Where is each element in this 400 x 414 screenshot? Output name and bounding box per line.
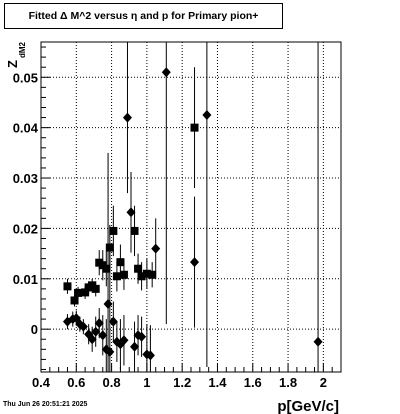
diamond-marker <box>161 67 171 78</box>
square-marker <box>91 284 100 293</box>
tick-labels: 0.4 0.6 0.8 1 1.2 1.4 1.6 1.8 2 0 0.01 0.02 0.03 0.04… <box>13 70 327 390</box>
y-tick-label: 0.05 <box>13 70 38 85</box>
diamond-marker <box>98 330 108 341</box>
diamond-marker <box>130 341 140 352</box>
square-marker <box>130 226 139 235</box>
y-tick-label: 0.03 <box>13 171 38 186</box>
square-marker <box>190 123 199 132</box>
square-marker <box>109 226 118 235</box>
x-tick-label: 0.8 <box>103 375 121 390</box>
diamond-marker <box>151 243 161 254</box>
diamond-marker <box>145 350 155 361</box>
y-axis-label: Z <box>5 60 20 68</box>
diamond-marker <box>94 318 104 329</box>
diamond-marker <box>313 336 323 347</box>
y-axis-label-subscript: dM2 <box>18 41 27 58</box>
diamond-marker <box>105 346 115 357</box>
x-tick-label: 2 <box>320 375 327 390</box>
square-marker <box>63 282 72 291</box>
timestamp: Thu Jun 26 20:51:21 2025 <box>3 401 88 408</box>
square-marker <box>116 258 125 267</box>
square-marker <box>119 270 128 279</box>
x-tick-label: 1.8 <box>279 375 297 390</box>
diamond-marker <box>108 316 118 327</box>
diamond-marker <box>87 334 97 345</box>
x-tick-label: 1 <box>143 375 150 390</box>
diamond-marker <box>126 207 136 218</box>
y-tick-label: 0.02 <box>13 221 38 236</box>
square-marker <box>148 270 157 279</box>
square-marker <box>137 272 146 281</box>
square-marker <box>134 264 143 273</box>
data-layer <box>62 42 323 372</box>
diamond-marker <box>122 112 132 123</box>
x-tick-label: 0.4 <box>32 375 51 390</box>
ticks <box>40 46 342 372</box>
square-marker <box>74 288 83 297</box>
y-tick-label: 0.01 <box>13 272 38 287</box>
diamond-marker <box>119 335 129 346</box>
square-marker <box>102 264 111 273</box>
grid <box>41 42 341 372</box>
square-marker <box>81 288 90 297</box>
chart-title: Fitted Δ M^2 versus η and p for Primary … <box>4 3 283 29</box>
x-tick-label: 1.4 <box>208 375 227 390</box>
y-tick-label: 0.04 <box>13 121 39 136</box>
x-tick-label: 0.6 <box>67 375 85 390</box>
square-marker <box>70 296 79 305</box>
diamond-marker <box>137 331 147 342</box>
x-axis-label: p[GeV/c] <box>277 398 339 414</box>
svg-text:ZdM2: ZdM2 <box>5 41 27 68</box>
square-marker <box>142 269 151 278</box>
plot-frame <box>40 41 342 373</box>
diamond-marker <box>91 326 101 337</box>
diamond-marker <box>190 257 200 268</box>
square-marker <box>105 243 114 252</box>
diamond-marker <box>202 110 212 121</box>
x-tick-label: 1.6 <box>244 375 262 390</box>
y-axis-title: ZdM2 <box>5 41 27 68</box>
diamond-marker <box>78 321 88 332</box>
y-tick-label: 0 <box>31 322 38 337</box>
square-marker <box>112 272 121 281</box>
x-tick-label: 1.2 <box>173 375 191 390</box>
